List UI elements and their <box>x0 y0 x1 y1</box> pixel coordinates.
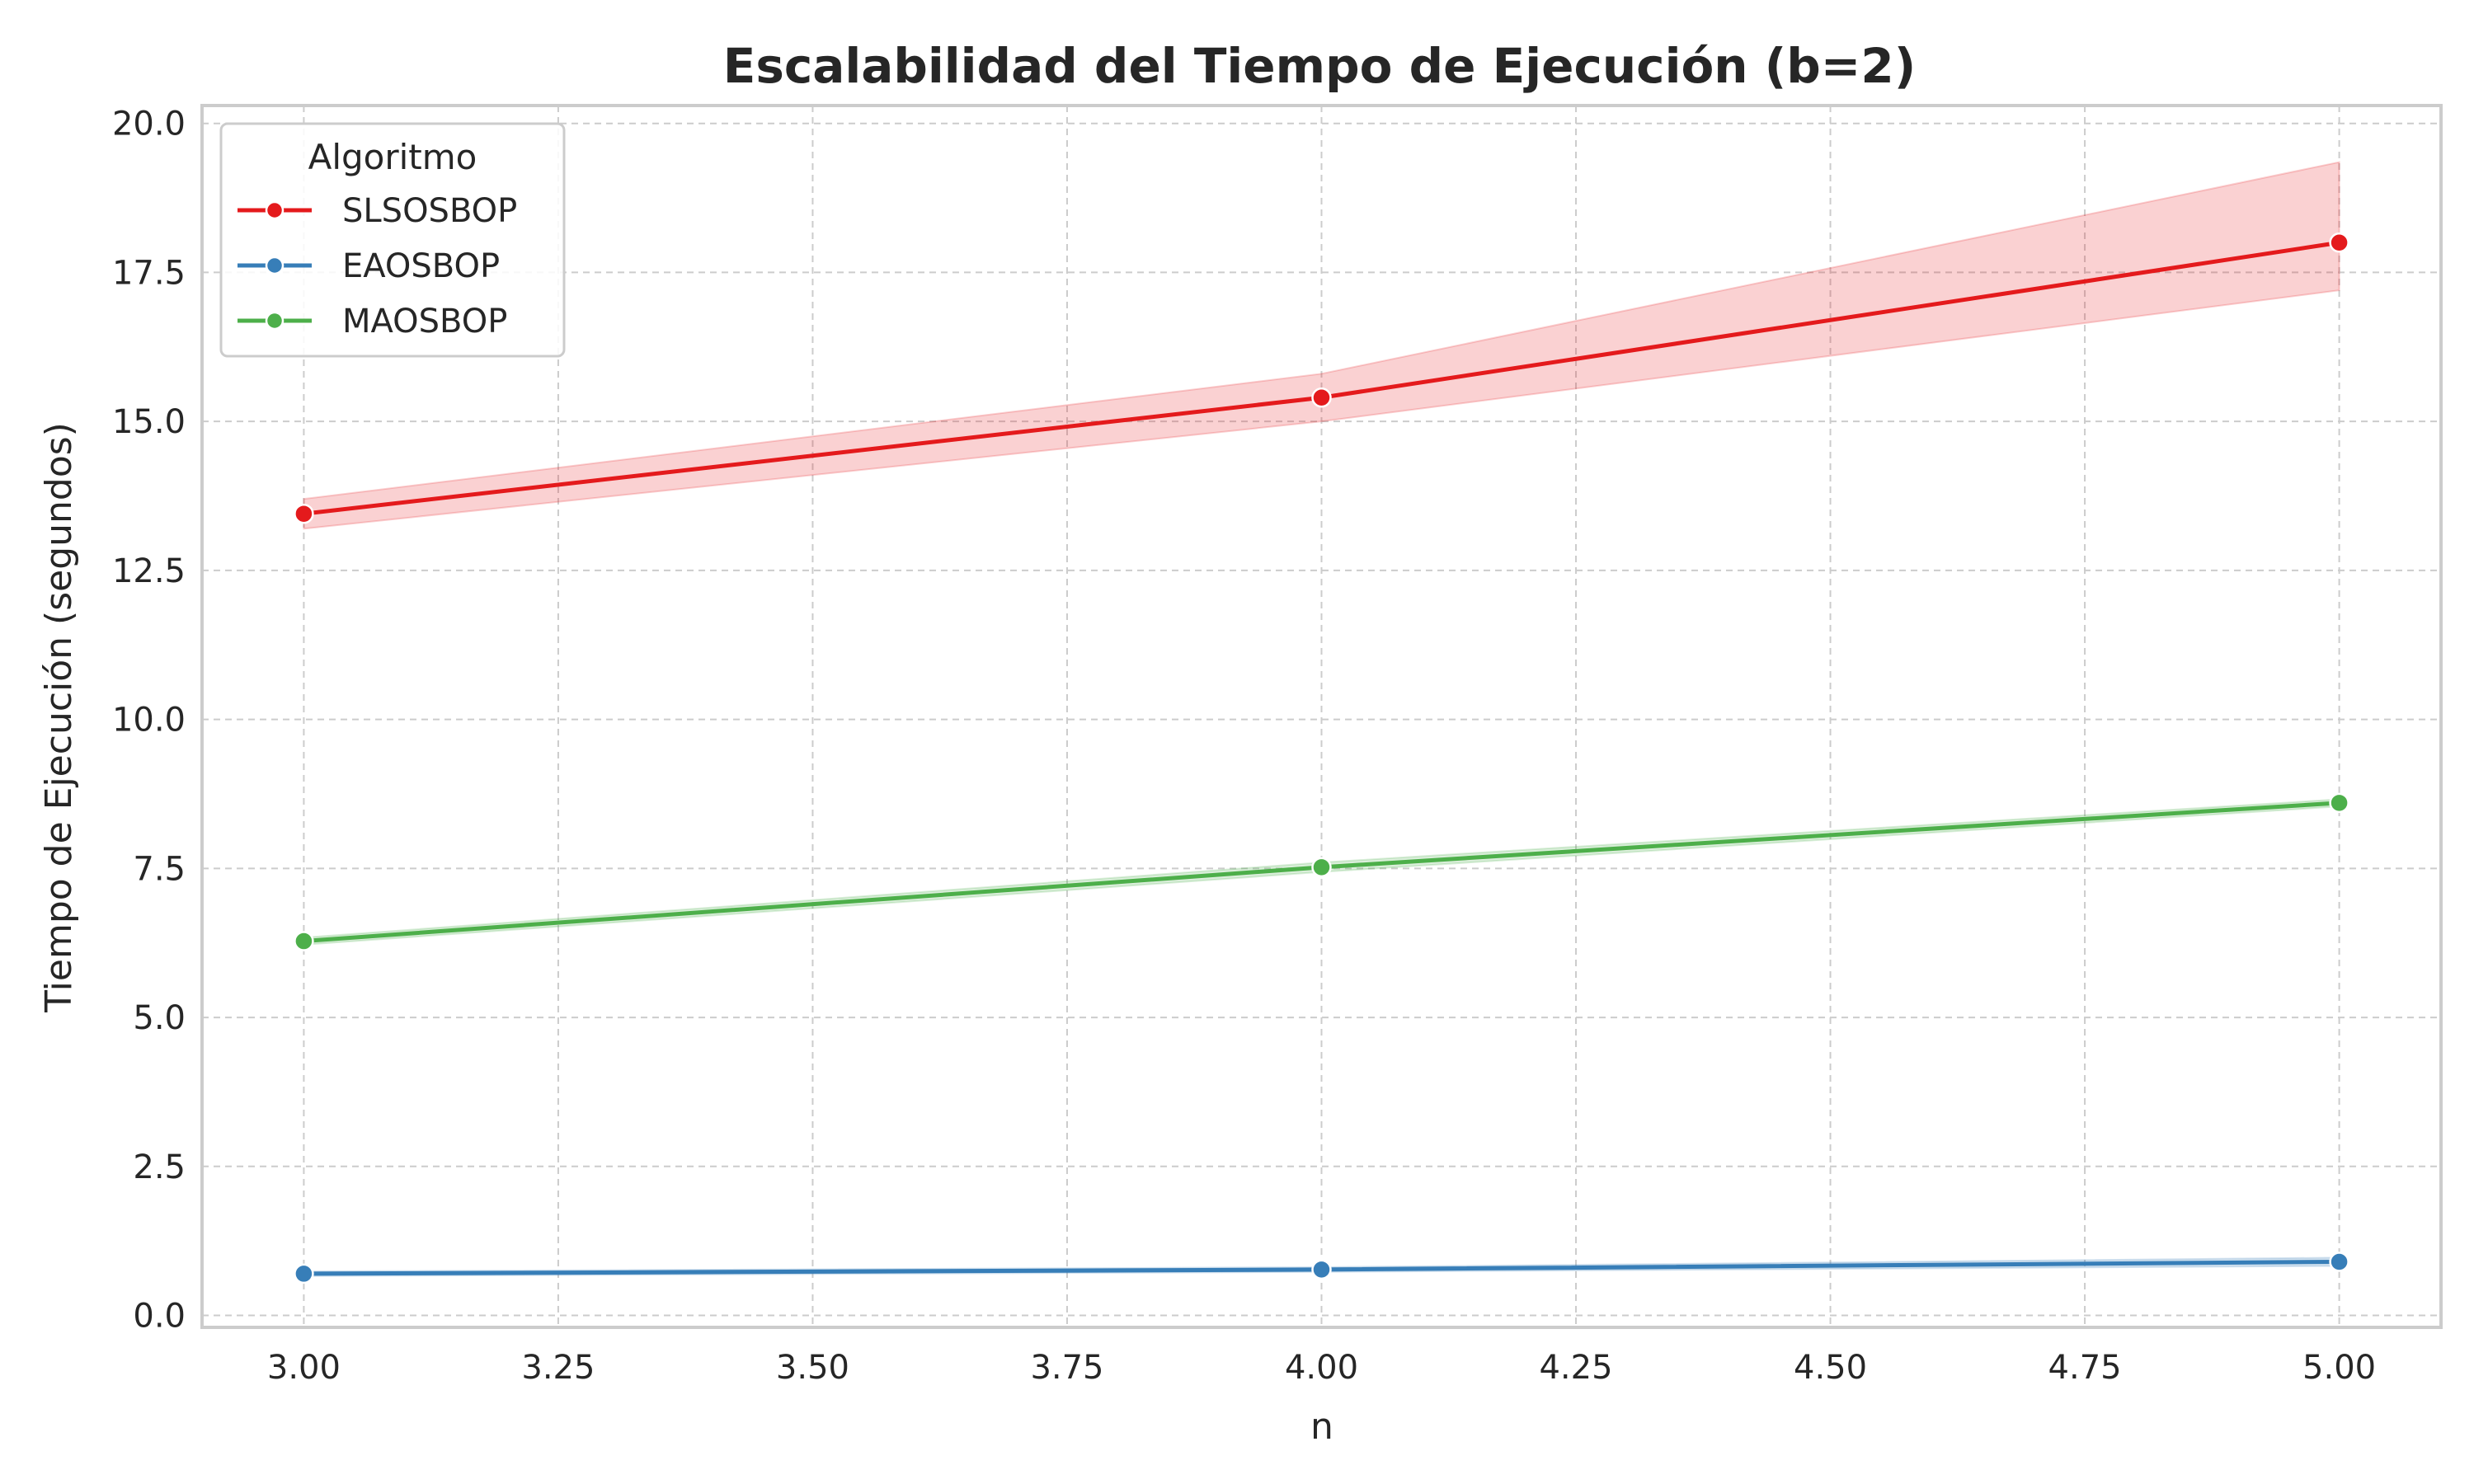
plot-frame <box>200 104 2443 1329</box>
data-point-slsosbop <box>294 503 314 524</box>
x-tick-label: 4.25 <box>1539 1349 1612 1387</box>
data-point-eaosbop <box>294 1263 314 1284</box>
legend-title: Algoritmo <box>308 137 477 177</box>
y-tick-label: 7.5 <box>133 850 186 888</box>
y-tick-labels: 0.0 2.5 5.0 7.5 10.0 12.5 15.0 17.5 20.0 <box>112 106 186 1336</box>
y-tick-label: 12.5 <box>112 552 186 590</box>
x-tick-label: 3.50 <box>776 1349 849 1387</box>
x-tick-label: 5.00 <box>2302 1349 2376 1387</box>
x-tick-label: 3.00 <box>267 1349 341 1387</box>
data-point-maosbop <box>1311 857 1332 878</box>
x-tick-label: 4.00 <box>1285 1349 1358 1387</box>
legend-items: SLSOSBOP EAOSBOP MAOSBOP <box>238 192 517 340</box>
legend-marker-slsosbop <box>265 200 285 220</box>
y-tick-label: 0.0 <box>133 1298 186 1336</box>
legend-box <box>219 122 566 358</box>
x-tick-label: 4.50 <box>1794 1349 1867 1387</box>
x-tick-label: 3.75 <box>1030 1349 1103 1387</box>
x-tick-label: 3.25 <box>521 1349 595 1387</box>
y-axis-label: Tiempo de Ejecución (segundos) <box>38 422 80 1013</box>
y-tick-label: 10.0 <box>112 702 186 740</box>
x-tick-labels: 3.00 3.25 3.50 3.75 4.00 4.25 4.50 4.75 5.00 <box>267 1349 2376 1387</box>
legend-marker-eaosbop <box>265 256 285 275</box>
data-points <box>294 232 2349 1284</box>
grid-lines <box>202 106 2441 1327</box>
data-point-eaosbop <box>2329 1252 2349 1272</box>
y-tick-label: 2.5 <box>133 1148 186 1186</box>
data-point-slsosbop <box>2329 232 2349 253</box>
x-axis-label: n <box>1310 1406 1333 1448</box>
x-tick-label: 4.75 <box>2048 1349 2122 1387</box>
legend-label-maosbop: MAOSBOP <box>342 303 507 340</box>
y-tick-label: 5.0 <box>133 999 186 1037</box>
confidence-band-slsosbop <box>303 161 2340 530</box>
y-tick-label: 20.0 <box>112 106 186 143</box>
y-tick-label: 17.5 <box>112 254 186 292</box>
legend-label-eaosbop: EAOSBOP <box>342 247 500 285</box>
legend-label-slsosbop: SLSOSBOP <box>342 192 517 230</box>
data-point-slsosbop <box>1311 387 1332 408</box>
data-point-maosbop <box>2329 792 2349 814</box>
y-tick-label: 15.0 <box>112 403 186 441</box>
data-point-maosbop <box>294 931 314 951</box>
legend-marker-maosbop <box>265 311 285 331</box>
data-point-eaosbop <box>1311 1259 1332 1280</box>
chart-title: Escalabilidad del Tiempo de Ejecución (b… <box>723 38 1917 94</box>
legend: Algoritmo SLSOSBOP EAOSBOP MAOSBOP <box>219 122 566 358</box>
